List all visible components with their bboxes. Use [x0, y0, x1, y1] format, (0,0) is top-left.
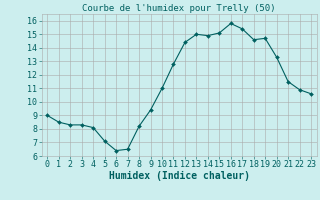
Title: Courbe de l'humidex pour Trelly (50): Courbe de l'humidex pour Trelly (50) — [83, 4, 276, 13]
X-axis label: Humidex (Indice chaleur): Humidex (Indice chaleur) — [109, 171, 250, 181]
